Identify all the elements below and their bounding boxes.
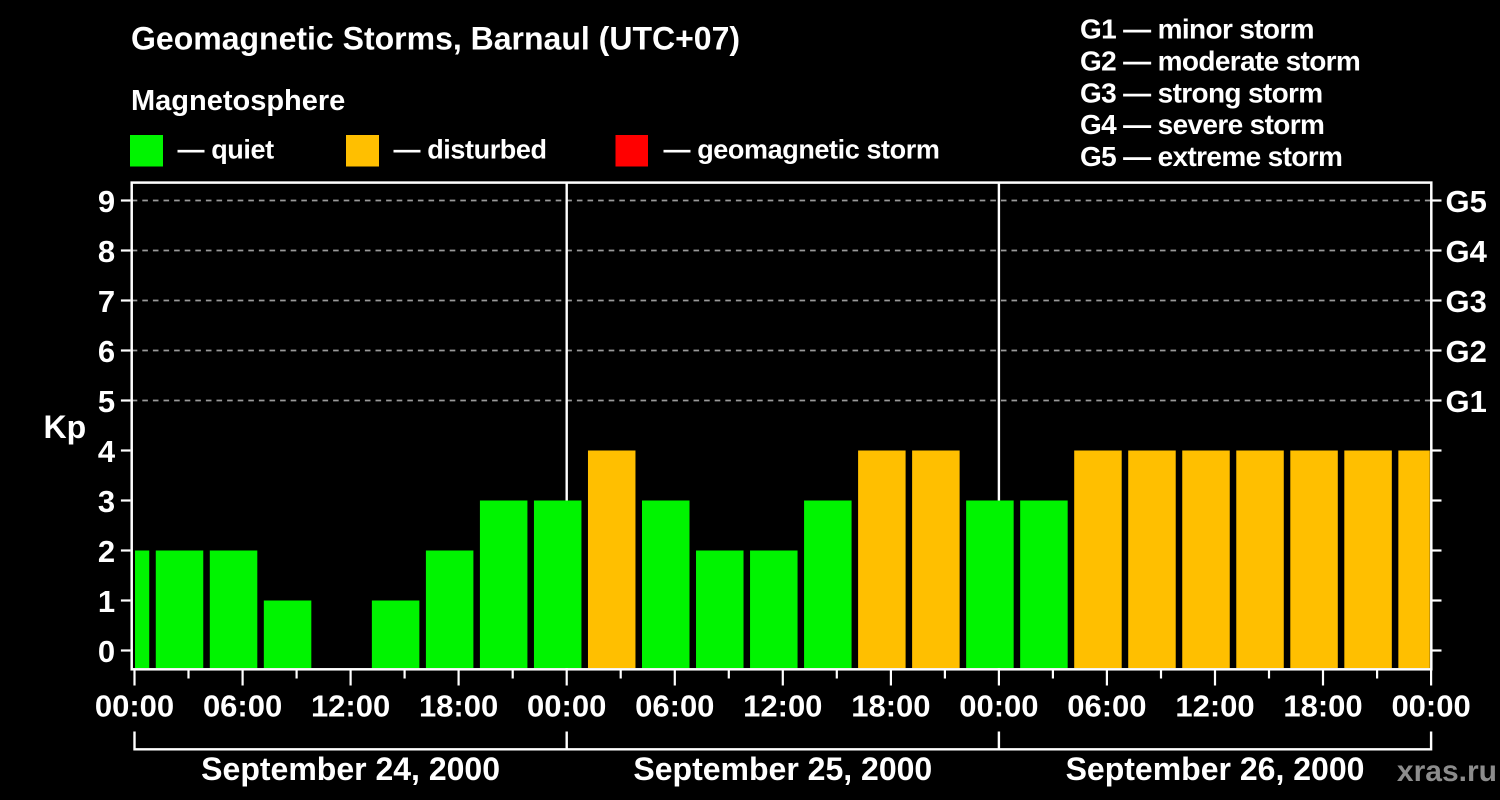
svg-text:G3: G3 bbox=[1446, 284, 1487, 319]
svg-text:18:00: 18:00 bbox=[1283, 689, 1362, 724]
svg-text:G1: G1 bbox=[1446, 384, 1487, 419]
svg-text:12:00: 12:00 bbox=[311, 689, 390, 724]
svg-text:9: 9 bbox=[98, 184, 115, 219]
svg-text:— disturbed: — disturbed bbox=[394, 135, 547, 165]
svg-text:G2 — moderate storm: G2 — moderate storm bbox=[1080, 45, 1360, 76]
svg-text:00:00: 00:00 bbox=[527, 689, 606, 724]
svg-text:xras.ru: xras.ru bbox=[1397, 755, 1497, 788]
svg-text:September 25, 2000: September 25, 2000 bbox=[633, 751, 932, 787]
svg-text:1: 1 bbox=[98, 584, 115, 619]
svg-text:8: 8 bbox=[98, 234, 115, 269]
svg-text:18:00: 18:00 bbox=[419, 689, 498, 724]
svg-text:5: 5 bbox=[98, 384, 115, 419]
svg-text:7: 7 bbox=[98, 284, 115, 319]
svg-text:00:00: 00:00 bbox=[95, 689, 174, 724]
svg-text:06:00: 06:00 bbox=[1067, 689, 1146, 724]
svg-text:G5 — extreme storm: G5 — extreme storm bbox=[1080, 141, 1342, 172]
svg-text:3: 3 bbox=[98, 484, 115, 519]
svg-text:06:00: 06:00 bbox=[203, 689, 282, 724]
svg-text:G5: G5 bbox=[1446, 184, 1487, 219]
svg-text:September 24, 2000: September 24, 2000 bbox=[201, 751, 500, 787]
svg-text:G3 — strong storm: G3 — strong storm bbox=[1080, 77, 1323, 108]
svg-text:— geomagnetic storm: — geomagnetic storm bbox=[664, 135, 940, 165]
svg-text:G1 — minor storm: G1 — minor storm bbox=[1080, 13, 1314, 44]
svg-text:G4: G4 bbox=[1446, 234, 1488, 269]
svg-text:00:00: 00:00 bbox=[959, 689, 1038, 724]
svg-text:6: 6 bbox=[98, 334, 115, 369]
svg-text:0: 0 bbox=[98, 634, 115, 669]
svg-text:12:00: 12:00 bbox=[1175, 689, 1254, 724]
svg-text:Kp: Kp bbox=[44, 409, 87, 445]
svg-text:18:00: 18:00 bbox=[851, 689, 930, 724]
svg-text:12:00: 12:00 bbox=[743, 689, 822, 724]
svg-text:Magnetosphere: Magnetosphere bbox=[131, 85, 345, 117]
svg-text:2: 2 bbox=[98, 534, 115, 569]
svg-text:Geomagnetic Storms, Barnaul (U: Geomagnetic Storms, Barnaul (UTC+07) bbox=[131, 21, 740, 57]
svg-text:00:00: 00:00 bbox=[1391, 689, 1470, 724]
svg-text:September 26, 2000: September 26, 2000 bbox=[1066, 751, 1365, 787]
svg-text:G2: G2 bbox=[1446, 334, 1487, 369]
svg-text:G4 — severe storm: G4 — severe storm bbox=[1080, 109, 1324, 140]
svg-text:06:00: 06:00 bbox=[635, 689, 714, 724]
svg-text:4: 4 bbox=[98, 434, 116, 469]
svg-text:— quiet: — quiet bbox=[178, 135, 275, 165]
